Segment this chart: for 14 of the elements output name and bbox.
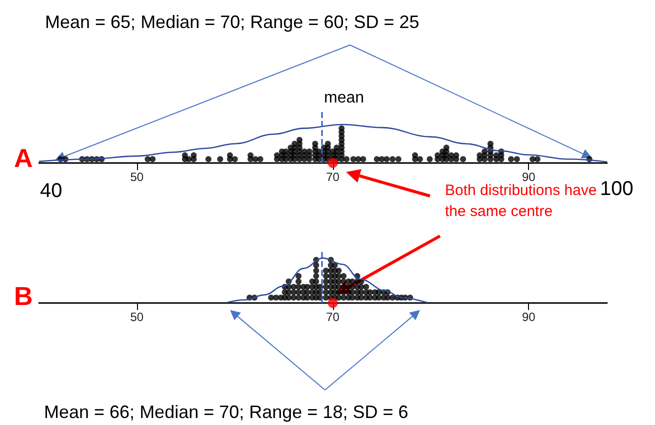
x-tick-label: 90 (522, 170, 536, 184)
x-tick-label: 70 (326, 310, 340, 324)
text: Mean = 66; Median = 70; Range = 18; SD = 6 (44, 402, 408, 422)
x-tick-label: 50 (130, 310, 144, 324)
text: 40 (40, 180, 62, 202)
x-tick-label: 90 (522, 310, 536, 324)
text: 100 (600, 178, 634, 200)
text: A (14, 143, 33, 173)
text: Both distributions have the same centre (445, 182, 601, 220)
x-tick-label: 50 (130, 170, 144, 184)
text: B (14, 281, 33, 311)
x-tick-label: 70 (326, 170, 340, 184)
ref-line-label: mean (324, 90, 364, 106)
chart-title: Mean = 65; Median = 70; Range = 60; SD = 25 (45, 12, 420, 32)
